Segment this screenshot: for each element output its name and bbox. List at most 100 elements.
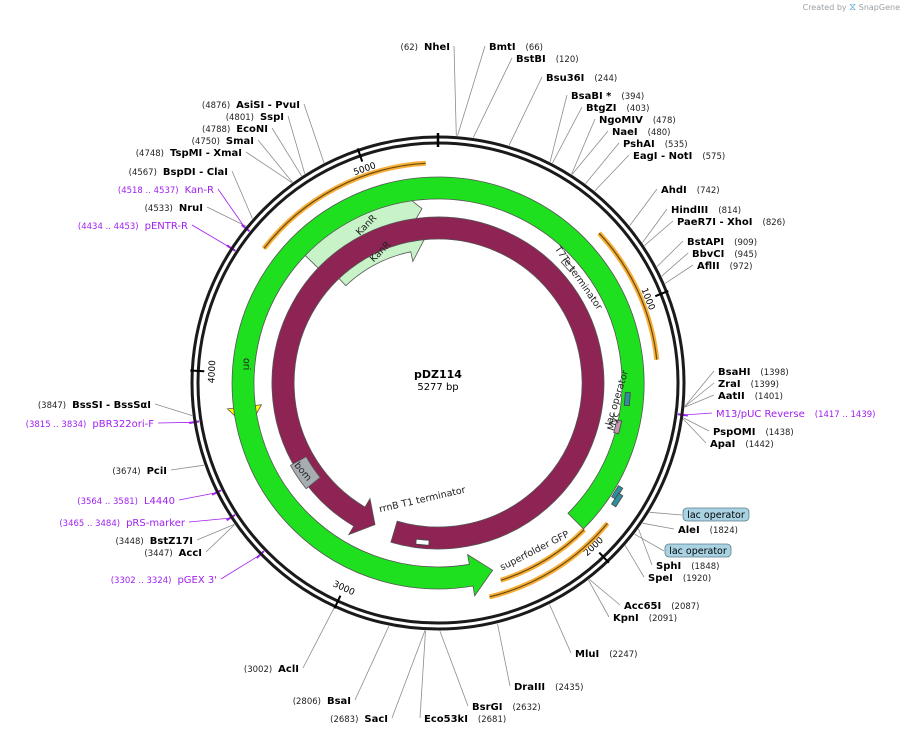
small-feature-t7te-terminator[interactable] <box>560 258 575 273</box>
tick-mark <box>190 369 205 373</box>
site-label[interactable]: BsaHI (1398) <box>718 367 789 378</box>
position: (909) <box>734 238 757 248</box>
feature-label: Myc <box>606 411 622 432</box>
site-label[interactable]: (4876) AsiSI - PvuI <box>202 100 300 111</box>
site-leader <box>661 252 689 277</box>
name: AleI <box>678 525 700 536</box>
name: AsiSI - PvuI <box>236 100 300 111</box>
site-label[interactable]: MluI (2247) <box>575 649 637 660</box>
badge-leader <box>649 511 683 516</box>
site-label[interactable]: BtgZI (403) <box>586 103 649 114</box>
site-label[interactable]: (4533) NruI <box>145 203 203 214</box>
site-label[interactable]: NaeI (480) <box>612 127 670 138</box>
name: AflII <box>697 261 720 272</box>
site-label[interactable]: AflII (972) <box>697 261 752 272</box>
site-label[interactable]: (3448) BstZ17I <box>115 536 193 547</box>
name: pGEX 3' <box>177 575 217 586</box>
primer-label[interactable]: (3302 .. 3324) pGEX 3' <box>111 575 217 586</box>
position: (4434 .. 4453) <box>78 222 139 232</box>
site-label[interactable]: (4748) TspMI - XmaI <box>136 148 242 159</box>
position: (2806) <box>293 697 321 707</box>
site-label[interactable]: KpnI (2091) <box>613 613 677 624</box>
primer-label[interactable]: (4434 .. 4453) pENTR-R <box>78 221 188 232</box>
lac-operator-badge[interactable] <box>682 507 750 522</box>
name: pBR322ori-F <box>92 419 154 430</box>
site-label[interactable]: BsaBI * (394) <box>571 91 644 102</box>
site-label[interactable]: AhdI (742) <box>661 185 720 196</box>
site-label[interactable]: BsrGI (2632) <box>472 702 541 713</box>
position: (3448) <box>115 537 143 547</box>
site-label[interactable]: SpeI (1920) <box>648 573 711 584</box>
site-label[interactable]: BbvCI (945) <box>692 249 757 260</box>
site-label[interactable]: AleI (1824) <box>678 525 738 536</box>
feature-bom[interactable] <box>289 456 321 490</box>
site-leader <box>664 264 694 284</box>
site-label[interactable]: HindIII (814) <box>671 205 741 216</box>
site-label[interactable]: BstBI (120) <box>516 54 579 65</box>
site-label[interactable]: (2683) SacI <box>330 714 388 725</box>
site-label[interactable]: (2806) BsaI <box>293 696 351 707</box>
position: (1438) <box>765 428 793 438</box>
name: Kan-R <box>185 185 214 196</box>
primer-label[interactable]: (3465 .. 3484) pRS-marker <box>59 518 186 529</box>
site-label[interactable]: (3447) AccI <box>144 548 202 559</box>
position: (1848) <box>691 562 719 572</box>
site-label[interactable]: BmtI (66) <box>489 42 543 53</box>
site-label[interactable]: DraIII (2435) <box>514 682 583 693</box>
site-label[interactable]: Bsu36I (244) <box>546 73 617 84</box>
site-label[interactable]: (4750) SmaI <box>192 136 254 147</box>
site-label[interactable]: (3847) BssSI - BssSαI <box>38 400 151 411</box>
name: BmtI <box>489 42 516 53</box>
primer-label[interactable]: M13/pUC Reverse (1417 .. 1439) <box>716 409 875 420</box>
site-label[interactable]: (3002) AclI <box>244 664 299 675</box>
site-label[interactable]: BstAPI (909) <box>687 237 757 248</box>
site-label[interactable]: (4801) SspI <box>226 112 284 123</box>
site-leader <box>588 579 610 618</box>
small-feature-lac-operator[interactable] <box>610 492 624 508</box>
lac-operator-badge[interactable] <box>664 543 732 558</box>
primer-label[interactable]: (3564 .. 3581) L4440 <box>77 496 175 507</box>
primer-leader <box>217 188 246 228</box>
feature-superfolder-gfp[interactable] <box>231 176 645 597</box>
site-label[interactable]: SphI (1848) <box>656 561 719 572</box>
primer-label[interactable]: (3815 .. 3834) pBR322ori-F <box>26 419 155 430</box>
site-label[interactable]: (4788) EcoNI <box>202 124 268 135</box>
position: (4788) <box>202 125 230 135</box>
site-leader <box>684 394 715 408</box>
tick-label: 3000 <box>331 580 356 599</box>
position: (2247) <box>609 650 637 660</box>
credit-brand: SnapGene <box>858 3 900 12</box>
site-label[interactable]: (3674) PciI <box>112 466 167 477</box>
site-label[interactable]: PspOMI (1438) <box>713 427 794 438</box>
site-label[interactable]: Acc65I (2087) <box>624 601 700 612</box>
position: (3674) <box>112 467 140 477</box>
position: (1824) <box>710 526 738 536</box>
site-leader <box>472 57 513 138</box>
site-label[interactable]: (62) NheI <box>401 42 450 53</box>
site-label[interactable]: AatII (1401) <box>718 391 783 402</box>
small-feature-rrnb-t1-terminator[interactable] <box>415 538 430 546</box>
position: (1920) <box>683 574 711 584</box>
site-label[interactable]: PaeR7I - XhoI (826) <box>677 217 785 228</box>
small-feature-myc[interactable] <box>613 419 623 435</box>
name: AhdI <box>661 185 687 196</box>
site-label[interactable]: ApaI (1442) <box>710 439 774 450</box>
name: ApaI <box>710 439 735 450</box>
name: pENTR-R <box>145 221 188 232</box>
name: EcoNI <box>236 124 268 135</box>
site-label[interactable]: Eco53kI (2681) <box>424 714 506 725</box>
site-leader <box>589 579 621 606</box>
position: (2681) <box>478 715 506 725</box>
feature-rop[interactable] <box>271 216 605 550</box>
site-leader <box>354 625 390 701</box>
position: (2435) <box>555 683 583 693</box>
name: SacI <box>364 714 388 725</box>
site-label[interactable]: EagI - NotI (575) <box>633 151 725 162</box>
site-label[interactable]: (4567) BspDI - ClaI <box>129 167 228 178</box>
small-feature-lac-operator[interactable] <box>623 391 631 407</box>
site-label[interactable]: NgoMIV (478) <box>599 115 676 126</box>
primer-label[interactable]: (4518 .. 4537) Kan-R <box>118 185 214 196</box>
site-label[interactable]: PshAI (535) <box>623 139 688 150</box>
site-label[interactable]: ZraI (1399) <box>718 379 779 390</box>
